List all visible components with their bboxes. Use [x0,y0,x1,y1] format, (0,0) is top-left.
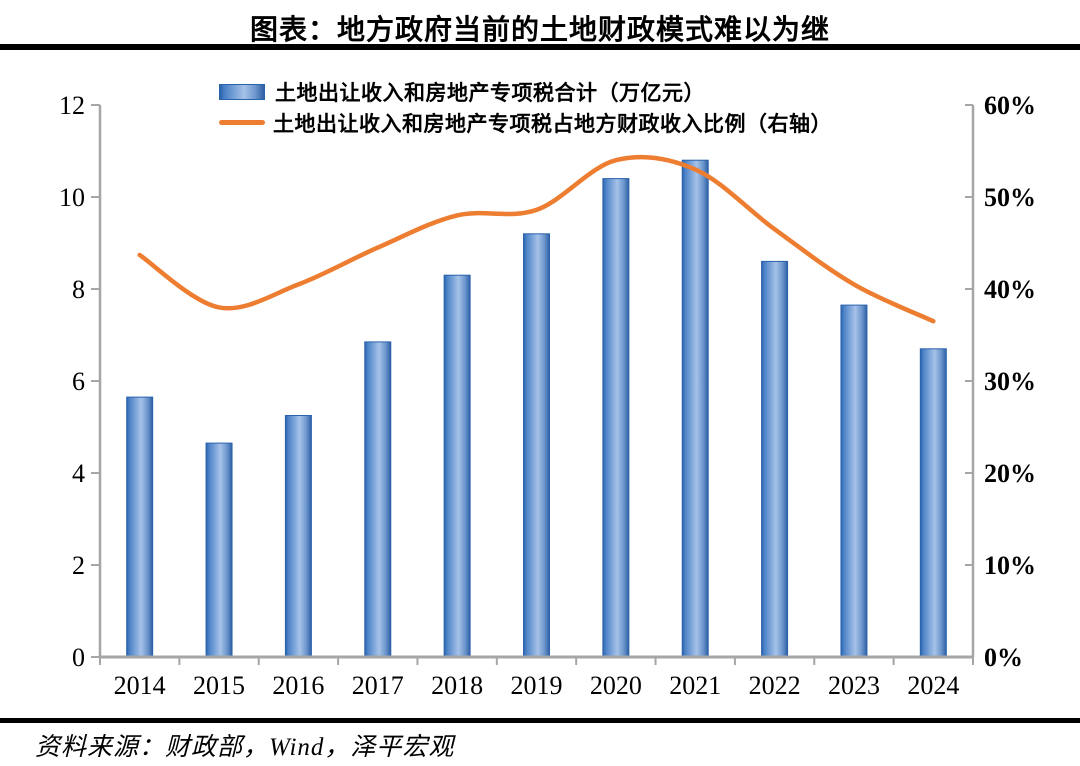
left-axis-tick-label: 10 [59,183,85,212]
bar-2023 [840,304,868,658]
x-axis-label-2023: 2023 [828,671,880,700]
combo-chart: 0 2 4 6 8 10 12 0% 10% 20% 30% 40% 50% 60% 2014 2015 201… [59,91,1036,700]
x-axis-label-2024: 2024 [907,671,959,700]
right-axis-tick-label: 0% [984,643,1023,672]
bar-2018 [443,274,471,658]
legend-label-bars: 土地出让收入和房地产专项税合计（万亿元） [275,80,705,105]
right-axis-tick-label: 10% [984,551,1036,580]
legend-item-line: 土地出让收入和房地产专项税占地方财政收入比例（右轴） [219,107,832,138]
bar-2022 [761,260,789,658]
bar-2017 [364,341,392,658]
footer-divider-rule [0,718,1080,723]
legend-item-bars: 土地出让收入和房地产专项税合计（万亿元） [219,76,832,107]
left-axis-tick-label: 12 [59,91,85,120]
bar-2016 [284,415,312,658]
left-axis-tick-label: 6 [72,367,85,396]
x-axis-label-2022: 2022 [749,671,801,700]
right-axis-tick-label: 50% [984,183,1036,212]
line-series-swatch-icon [219,120,265,125]
left-axis-tick-label: 2 [72,551,85,580]
bar-2015 [205,442,233,658]
bar-2021 [681,159,709,658]
chart-legend: 土地出让收入和房地产专项税合计（万亿元） 土地出让收入和房地产专项税占地方财政收… [219,76,832,138]
right-axis-tick-label: 40% [984,275,1036,304]
bar-2024 [919,348,947,658]
left-axis-tick-label: 8 [72,275,85,304]
x-axis-label-2019: 2019 [511,671,563,700]
x-axis-label-2015: 2015 [193,671,245,700]
bar-2019 [523,233,550,658]
data-source-note: 资料来源：财政部，Wind，泽平宏观 [35,734,455,761]
right-axis-tick-label: 60% [984,91,1036,120]
x-axis-label-2016: 2016 [272,671,324,700]
bar-2014 [126,396,154,658]
left-axis-tick-label: 0 [72,643,85,672]
right-axis-tick-label: 30% [984,367,1036,396]
x-axis-label-2020: 2020 [590,671,642,700]
x-axis-label-2014: 2014 [114,671,166,700]
right-axis-tick-label: 20% [984,459,1036,488]
x-axis-label-2017: 2017 [352,671,404,700]
x-axis-label-2018: 2018 [431,671,483,700]
x-axis-label-2021: 2021 [669,671,721,700]
left-axis-tick-label: 4 [72,459,85,488]
title-divider-rule [0,44,1080,50]
ratio-line-series [137,154,936,324]
bar-series-swatch-icon [219,83,265,100]
chart-title: 图表：地方政府当前的土地财政模式难以为继 [249,15,830,46]
legend-label-line: 土地出让收入和房地产专项税占地方财政收入比例（右轴） [273,111,832,136]
bar-2020 [602,178,630,658]
